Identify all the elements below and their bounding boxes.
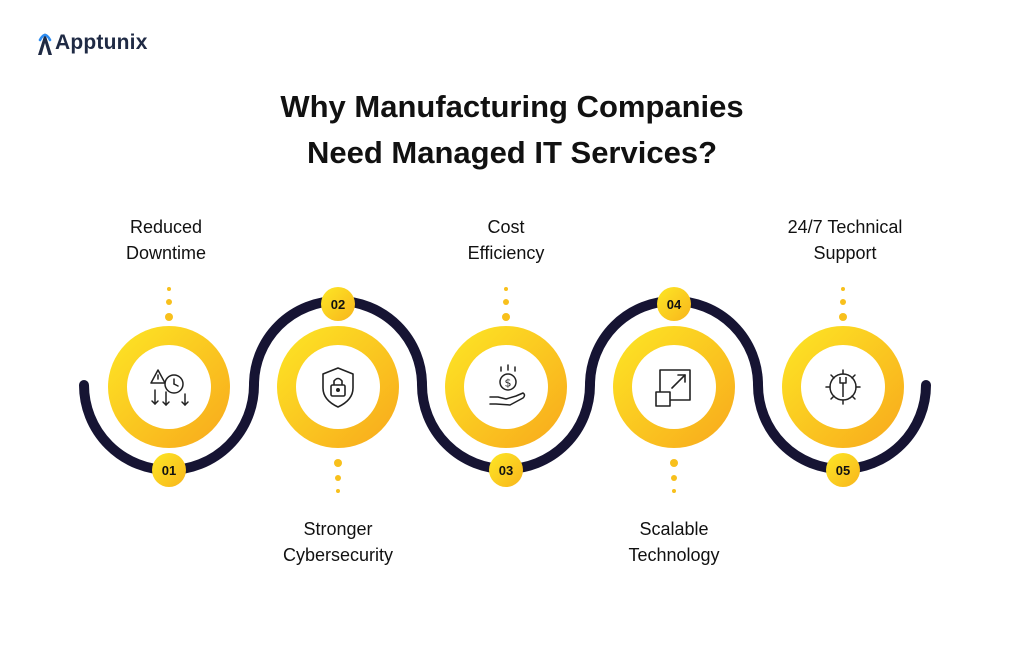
step-number-4: 04 — [657, 287, 691, 321]
step-label-3: Cost Efficiency — [406, 214, 606, 266]
step-ring-3 — [445, 326, 567, 448]
shield-lock-icon — [322, 367, 354, 408]
downtime-clock-icon — [150, 369, 189, 406]
step-label-4-line-1: Scalable — [639, 519, 709, 539]
brand-name: Apptunix — [55, 31, 148, 54]
step-label-3-line-2: Efficiency — [467, 243, 545, 263]
step-label-1-line-2: Downtime — [125, 243, 207, 263]
connector-dots-1 — [165, 287, 173, 321]
connector-dots-5 — [839, 287, 847, 321]
step-label-1-line-1: Reduced — [129, 217, 203, 237]
apptunix-logo-icon — [38, 33, 52, 55]
step-ring-1 — [108, 326, 230, 448]
step-label-1: Reduced Downtime — [66, 214, 266, 266]
connector-dots-4 — [670, 459, 678, 493]
hand-coin-icon: $ — [489, 364, 526, 406]
step-label-4: Scalable Technology — [574, 516, 774, 568]
step-label-5-line-1: 24/7 Technical — [787, 217, 903, 237]
gear-wrench-icon — [825, 369, 861, 405]
brand-logo: Apptunix — [36, 30, 148, 56]
scale-arrow-icon — [655, 369, 691, 407]
step-label-2: Stronger Cybersecurity — [238, 516, 438, 568]
step-label-2-line-1: Stronger — [303, 519, 373, 539]
connector-dots-2 — [334, 459, 342, 493]
step-label-4-line-2: Technology — [628, 545, 720, 565]
page-title: Why Manufacturing Companies Need Managed… — [0, 84, 1024, 176]
step-number-1: 01 — [152, 453, 186, 487]
step-label-5-line-2: Support — [813, 243, 877, 263]
step-label-2-line-2: Cybersecurity — [282, 545, 394, 565]
step-ring-2 — [277, 326, 399, 448]
step-label-3-line-1: Cost — [487, 217, 525, 237]
title-line-1: Why Manufacturing Companies — [280, 89, 744, 124]
connector-dots-3 — [502, 287, 510, 321]
step-number-2: 02 — [321, 287, 355, 321]
step-number-5: 05 — [826, 453, 860, 487]
step-number-3: 03 — [489, 453, 523, 487]
title-line-2: Need Managed IT Services? — [306, 135, 718, 170]
svg-text:$: $ — [505, 377, 512, 390]
step-label-5: 24/7 Technical Support — [745, 214, 945, 266]
